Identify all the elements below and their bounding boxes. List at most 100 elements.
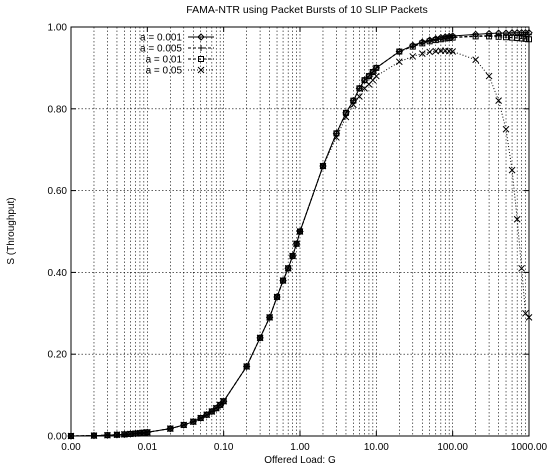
data-point xyxy=(90,432,98,439)
data-point xyxy=(166,425,174,432)
data-point xyxy=(197,66,205,74)
data-point xyxy=(274,293,281,300)
data-point xyxy=(508,166,516,174)
data-point xyxy=(446,35,453,42)
y-tick-label: 0.20 xyxy=(48,350,68,361)
data-point xyxy=(190,418,197,425)
data-point xyxy=(472,56,479,64)
data-point xyxy=(273,293,281,301)
data-point xyxy=(104,431,111,439)
data-point xyxy=(213,405,220,412)
data-point xyxy=(437,36,444,43)
data-point xyxy=(342,113,350,121)
x-tick-label: 1000.00 xyxy=(511,442,548,453)
data-point xyxy=(284,264,292,272)
data-point xyxy=(333,130,340,137)
data-point xyxy=(356,85,363,92)
data-point xyxy=(113,431,121,439)
series-lines xyxy=(67,29,533,440)
legend-label: a = 0.05 xyxy=(146,66,183,77)
data-point xyxy=(486,33,493,40)
data-point xyxy=(90,432,97,439)
x-tick-label: 0.10 xyxy=(214,442,234,453)
data-point xyxy=(167,425,174,432)
data-point xyxy=(220,397,228,405)
data-point xyxy=(395,58,403,66)
data-point xyxy=(350,97,357,104)
y-tick-label: 0.40 xyxy=(48,268,68,279)
data-point xyxy=(198,45,204,51)
data-point xyxy=(518,35,525,42)
x-tick-label: 0.01 xyxy=(138,442,158,453)
data-point xyxy=(526,36,532,43)
data-point xyxy=(514,35,521,42)
data-point xyxy=(297,228,303,235)
data-point xyxy=(319,162,327,170)
data-point xyxy=(289,253,296,260)
data-point xyxy=(419,40,426,47)
data-point xyxy=(449,48,457,55)
data-point xyxy=(409,53,417,60)
data-point xyxy=(285,265,292,272)
data-point xyxy=(513,215,521,223)
x-tick-label: 100.00 xyxy=(437,442,468,453)
data-point xyxy=(180,421,187,428)
ticks: 0.00 0.01 0.10 1.00 10.00 100.00 1000.00 0.00 0.… xyxy=(48,23,548,454)
data-point xyxy=(121,431,128,438)
data-point xyxy=(280,277,287,284)
x-tick-label: 10.00 xyxy=(364,442,389,453)
y-axis-label: S (Throughput) xyxy=(6,197,17,264)
data-point xyxy=(198,56,204,62)
data-point xyxy=(266,314,273,321)
data-point xyxy=(449,34,456,41)
data-point xyxy=(396,48,403,55)
data-point xyxy=(197,33,205,41)
x-axis-label: Offered Load: G xyxy=(264,455,336,466)
data-point xyxy=(296,228,304,235)
data-point xyxy=(68,433,74,439)
data-point xyxy=(372,72,380,80)
data-point xyxy=(293,240,300,247)
data-point xyxy=(319,163,326,170)
data-point xyxy=(189,418,197,426)
data-point xyxy=(503,34,510,41)
data-point xyxy=(522,35,529,42)
legend-label: a = 0.005 xyxy=(140,44,182,55)
data-point xyxy=(342,109,349,116)
data-point xyxy=(243,363,250,370)
data-point xyxy=(67,432,75,440)
data-point xyxy=(289,252,296,260)
legend-label: a = 0.001 xyxy=(140,33,182,44)
data-point xyxy=(121,431,128,438)
data-point xyxy=(373,64,380,71)
data-point xyxy=(257,334,264,341)
data-point xyxy=(350,101,357,109)
data-point xyxy=(266,314,273,321)
data-point xyxy=(442,35,449,42)
y-tick-label: 0.80 xyxy=(48,104,68,115)
data-point xyxy=(518,264,525,272)
data-point xyxy=(220,398,227,405)
data-point xyxy=(180,421,188,429)
series-4 xyxy=(67,47,533,440)
data-point xyxy=(197,415,204,422)
data-point xyxy=(502,125,510,133)
data-point xyxy=(132,430,139,437)
data-point xyxy=(472,33,479,40)
data-point xyxy=(333,134,340,141)
data-point xyxy=(361,77,368,84)
data-point xyxy=(279,277,287,284)
data-point xyxy=(243,363,250,370)
data-point xyxy=(356,93,363,100)
chart-title: FAMA-NTR using Packet Bursts of 10 SLIP … xyxy=(186,4,427,16)
data-point xyxy=(485,72,493,80)
data-point xyxy=(197,414,205,422)
y-tick-label: 1.00 xyxy=(48,23,68,34)
data-point xyxy=(203,411,211,419)
legend-label: a = 0.01 xyxy=(146,55,183,66)
data-point xyxy=(143,428,151,436)
data-point xyxy=(217,401,224,408)
data-point xyxy=(365,73,372,80)
